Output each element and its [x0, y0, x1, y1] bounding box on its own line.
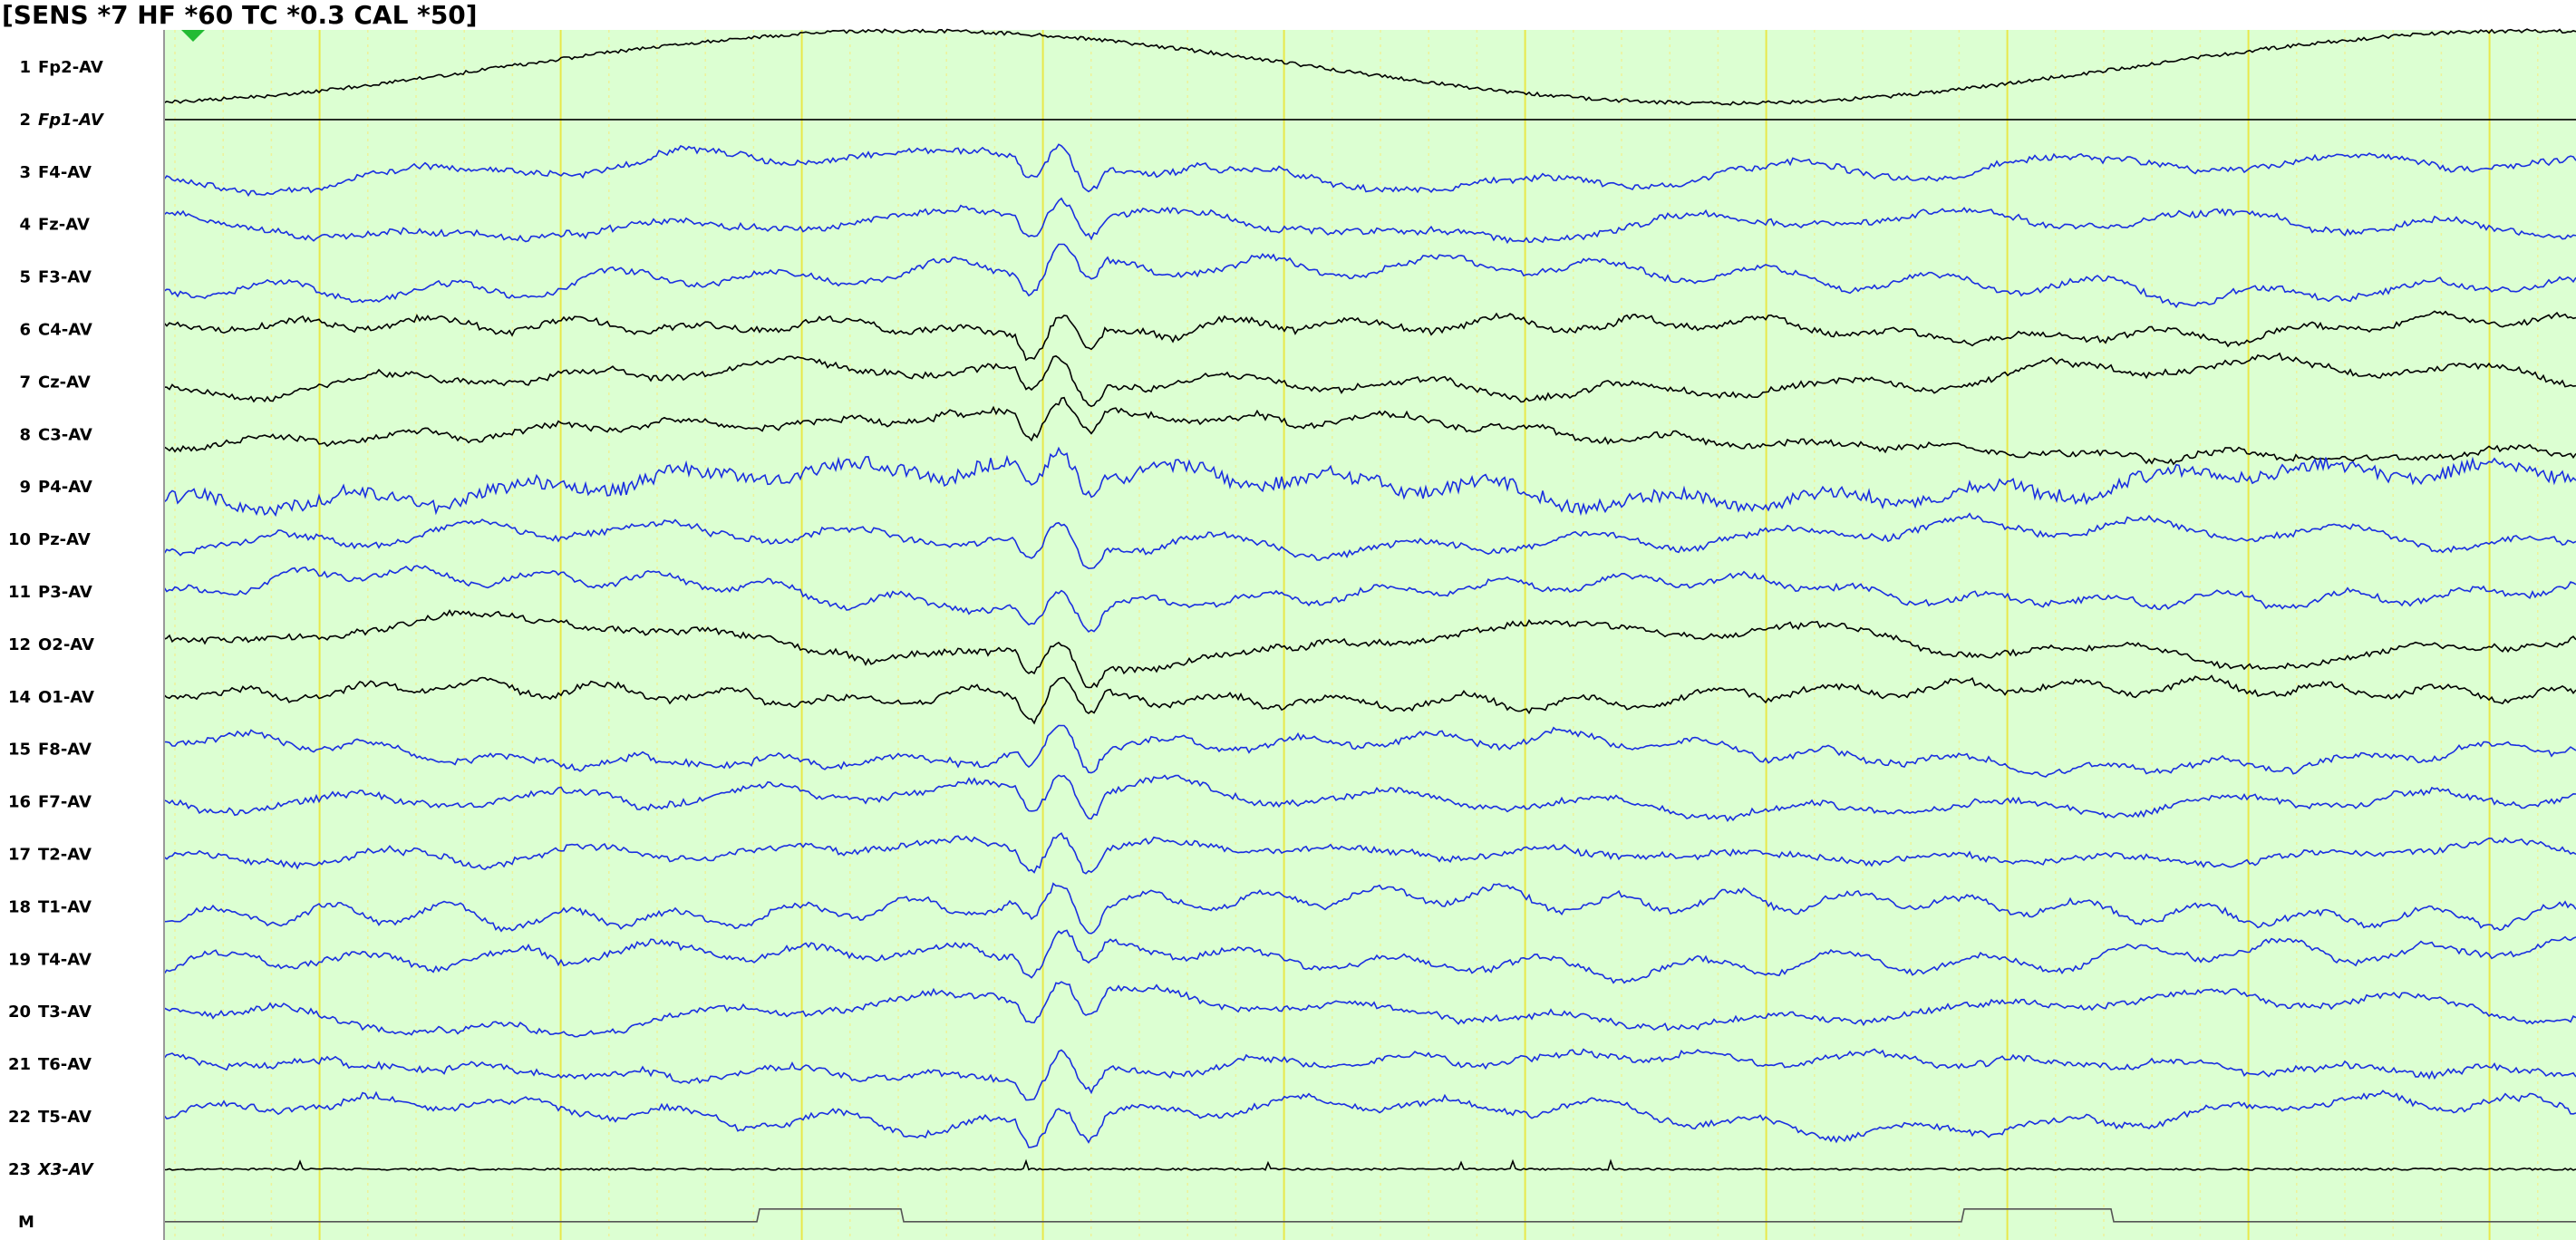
channel-number: 5 — [19, 268, 31, 287]
channel-number: 22 — [8, 1108, 31, 1127]
channel-label: Cz-AV — [38, 373, 91, 392]
channel-number: 17 — [8, 846, 31, 865]
channel-number: 9 — [19, 478, 31, 497]
channel-number: 18 — [8, 897, 31, 916]
channel-number: 6 — [19, 321, 31, 340]
channel-number: 10 — [8, 530, 31, 549]
channel-label: O2-AV — [38, 635, 94, 654]
channel-label: T6-AV — [38, 1055, 92, 1074]
channel-label: Fp2-AV — [38, 58, 103, 77]
channel-label: F8-AV — [38, 741, 92, 760]
channel-number: 2 — [19, 111, 31, 130]
channel-number: 23 — [8, 1160, 31, 1179]
channel-number: 4 — [19, 216, 31, 235]
channel-label: M — [18, 1213, 34, 1232]
channel-label: T1-AV — [38, 897, 92, 916]
channel-label: Fz-AV — [38, 216, 90, 235]
channel-number: 21 — [8, 1055, 31, 1074]
channel-label: C4-AV — [38, 321, 92, 340]
channel-number: 14 — [8, 688, 31, 707]
channel-label: P3-AV — [38, 583, 92, 602]
channel-label: T4-AV — [38, 950, 92, 969]
channel-label: Fp1-AV — [38, 111, 105, 130]
channel-label: P4-AV — [38, 478, 92, 497]
channel-number: 12 — [8, 635, 31, 654]
trace-area — [164, 30, 2576, 1240]
channel-label: T3-AV — [38, 1003, 92, 1022]
channel-number: 15 — [8, 741, 31, 760]
channel-label: X3-AV — [37, 1160, 95, 1179]
channel-label: F4-AV — [38, 163, 92, 182]
channel-label: T5-AV — [38, 1108, 92, 1127]
channel-number: 19 — [8, 950, 31, 969]
header-title: [SENS *7 HF *60 TC *0.3 CAL *50] — [2, 0, 478, 30]
channel-number: 11 — [8, 583, 31, 602]
channel-label: Pz-AV — [38, 530, 91, 549]
channel-number: 3 — [19, 163, 31, 182]
channel-number: 1 — [19, 58, 31, 77]
channel-number: 8 — [19, 425, 31, 444]
channel-number: 20 — [8, 1003, 31, 1022]
channel-label: O1-AV — [38, 688, 94, 707]
channel-number: 16 — [8, 793, 31, 812]
channel-label: F7-AV — [38, 793, 92, 812]
channel-label: F3-AV — [38, 268, 92, 287]
channel-label: T2-AV — [38, 846, 92, 865]
channel-number: 7 — [19, 373, 31, 392]
channel-label: C3-AV — [38, 425, 92, 444]
